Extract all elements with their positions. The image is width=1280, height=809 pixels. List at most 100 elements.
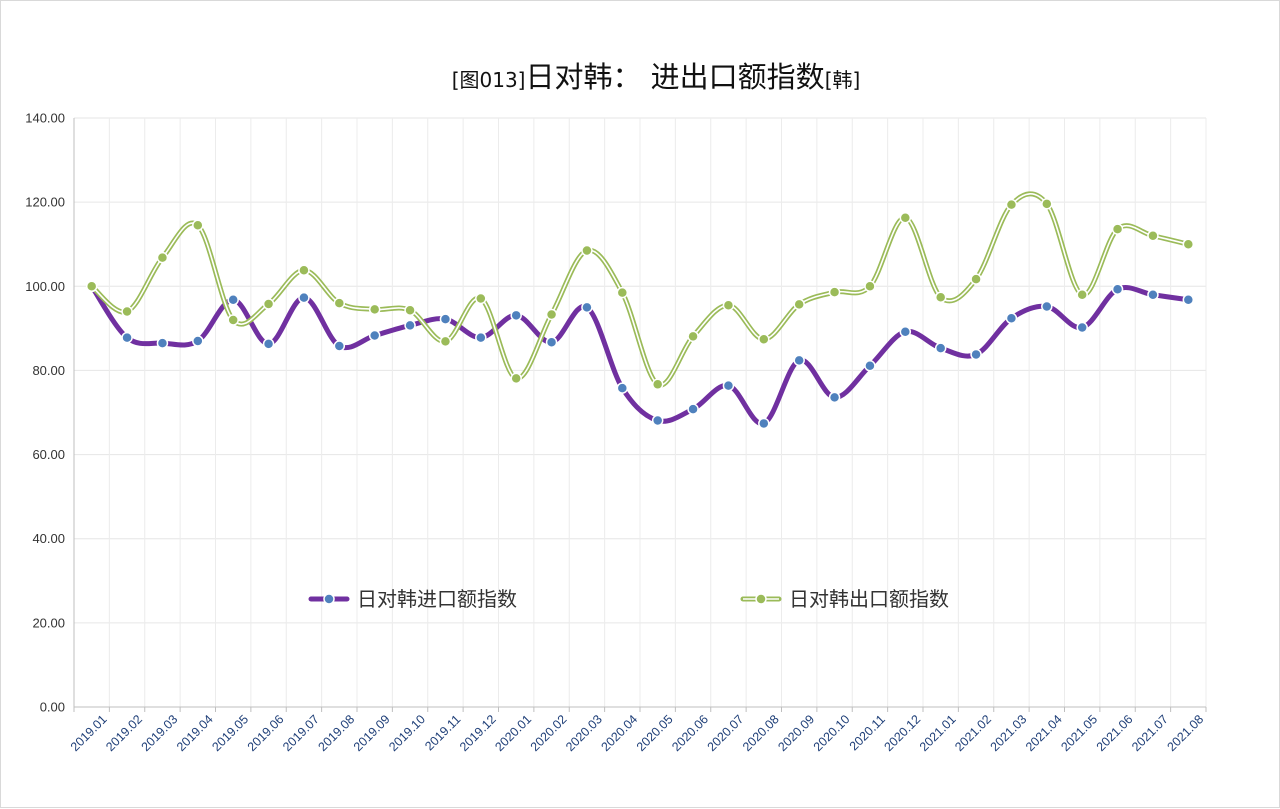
data-point-import: [651, 414, 664, 427]
data-point-export: [121, 305, 133, 318]
data-point-import: [439, 313, 452, 325]
legend-marker-import: [323, 593, 335, 605]
data-point-import: [545, 336, 558, 348]
data-point-import: [970, 348, 982, 361]
data-point-export: [156, 251, 169, 264]
data-point-export: [1041, 198, 1053, 210]
data-point-export: [1005, 198, 1018, 211]
data-point-import: [616, 382, 629, 394]
x-tick-label: 2019.01: [68, 712, 110, 754]
legend-label-export: 日对韩出口额指数: [789, 587, 949, 611]
y-tick-label: 140.00: [25, 111, 65, 126]
data-point-import: [510, 309, 522, 322]
data-point-export: [899, 211, 912, 224]
data-point-export: [475, 292, 487, 305]
data-point-import: [227, 293, 239, 306]
data-point-import: [793, 354, 805, 367]
x-tick-label: 2020.01: [492, 712, 534, 754]
y-tick-labels: 0.00 20.00 40.00 60.00 80.00 100.00 120.00 140.…: [25, 111, 65, 715]
data-point-export: [545, 308, 558, 321]
legend-label-import: 日对韩进口额指数: [357, 587, 517, 611]
data-point-export: [864, 280, 876, 293]
data-point-import: [192, 335, 204, 347]
title-bracket-close: [韩]: [825, 68, 861, 92]
x-tick-label: 2020.11: [847, 712, 888, 753]
x-tick-label: 2021.02: [952, 712, 994, 754]
grid-lines: [73, 117, 1207, 712]
axes: [73, 118, 1206, 708]
x-tick-label: 2019.05: [209, 712, 251, 754]
y-tick-label: 80.00: [32, 363, 65, 378]
x-tick-label: 2021.06: [1094, 712, 1136, 754]
data-point-import: [687, 403, 699, 415]
x-tick-label: 2020.02: [528, 712, 570, 754]
chart-title: [图013]日对韩： 进出口额指数[韩]: [452, 60, 861, 94]
x-tick-label: 2021.01: [917, 712, 959, 754]
data-point-import: [828, 391, 841, 404]
data-point-export: [439, 335, 452, 348]
data-point-import: [1076, 321, 1088, 334]
x-tick-label: 2021.07: [1129, 712, 1171, 754]
data-point-export: [333, 297, 346, 309]
legend-item-export: 日对韩出口额指数: [740, 587, 949, 611]
data-point-import: [475, 331, 487, 344]
x-tick-label: 2021.04: [1023, 712, 1065, 754]
data-point-import: [121, 331, 133, 344]
data-point-export: [404, 304, 416, 317]
y-tick-label: 40.00: [32, 531, 65, 546]
x-tick-label: 2021.05: [1058, 712, 1100, 754]
y-tick-label: 20.00: [32, 615, 65, 630]
data-point-export: [722, 299, 735, 311]
series-markers: [85, 198, 1195, 430]
legend-item-import: 日对韩进口额指数: [308, 587, 517, 611]
x-tick-label: 2021.08: [1165, 712, 1207, 754]
x-tick-label: 2019.11: [422, 712, 463, 753]
x-tick-label: 2020.10: [811, 712, 853, 754]
y-tick-label: 60.00: [32, 447, 65, 462]
x-tick-label: 2020.06: [669, 712, 711, 754]
x-tick-label: 2019.10: [386, 712, 428, 754]
data-point-export: [298, 264, 310, 277]
data-point-export: [85, 280, 98, 293]
data-point-export: [581, 244, 593, 257]
data-point-export: [651, 378, 664, 391]
data-point-import: [368, 329, 381, 342]
data-point-export: [510, 372, 522, 385]
data-point-export: [828, 286, 841, 298]
data-point-import: [864, 360, 876, 372]
x-tick-label: 2019.08: [316, 712, 358, 754]
data-point-import: [1005, 312, 1018, 325]
x-tick-label: 2020.03: [563, 712, 605, 754]
data-point-import: [1111, 283, 1124, 295]
x-tick-label: 2020.12: [882, 712, 924, 754]
x-tick-label: 2020.09: [775, 712, 817, 754]
data-point-import: [298, 291, 310, 304]
data-point-import: [333, 340, 346, 352]
data-point-export: [1111, 223, 1124, 235]
data-point-import: [722, 379, 735, 392]
x-tick-label: 2020.05: [634, 712, 676, 754]
data-point-export: [793, 298, 805, 311]
data-point-export: [934, 291, 947, 303]
x-tick-label: 2019.04: [174, 712, 216, 754]
x-tick-label: 2019.12: [457, 712, 499, 754]
data-point-import: [899, 325, 912, 338]
data-point-import: [404, 319, 416, 332]
x-tick-label: 2020.04: [599, 712, 641, 754]
x-tick-label: 2020.08: [740, 712, 782, 754]
data-point-import: [156, 337, 169, 349]
data-point-import: [1041, 300, 1053, 313]
data-point-import: [1182, 293, 1195, 306]
data-point-export: [227, 314, 239, 326]
y-tick-label: 120.00: [25, 195, 65, 210]
y-tick-label: 100.00: [25, 279, 65, 294]
x-tick-label: 2021.03: [988, 712, 1030, 754]
data-point-import: [581, 301, 593, 314]
data-point-export: [192, 219, 204, 232]
x-tick-label: 2019.09: [351, 712, 393, 754]
data-point-export: [616, 286, 629, 299]
x-tick-label: 2019.02: [103, 712, 145, 754]
x-tick-label: 2019.03: [139, 712, 181, 754]
